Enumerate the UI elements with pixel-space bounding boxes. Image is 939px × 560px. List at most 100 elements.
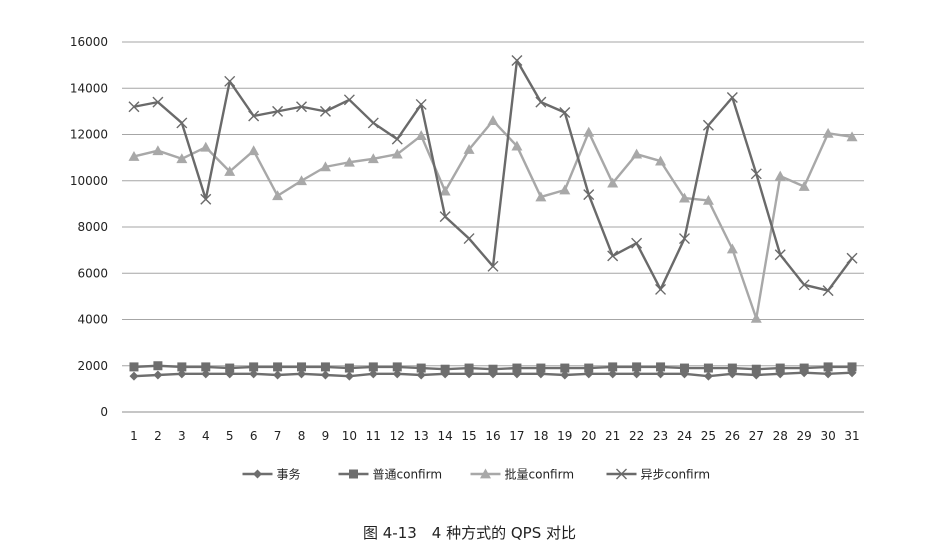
x-tick-label: 17: [509, 429, 524, 443]
data-point: [799, 363, 809, 373]
data-point: [248, 145, 260, 156]
x-tick-label: 25: [701, 429, 716, 443]
data-point: [464, 363, 474, 373]
data-point: [512, 363, 522, 373]
data-point: [344, 363, 354, 373]
y-tick-label: 6000: [77, 266, 108, 280]
data-point: [487, 260, 499, 272]
data-point: [152, 96, 164, 108]
data-point: [726, 92, 738, 103]
data-point: [440, 364, 450, 374]
data-point: [846, 131, 858, 142]
data-point: [655, 155, 667, 166]
data-point: [607, 177, 619, 188]
data-point: [655, 283, 667, 295]
data-point: [201, 362, 211, 372]
data-point: [177, 362, 187, 372]
series-4: [128, 55, 858, 297]
x-tick-label: 10: [342, 429, 357, 443]
x-tick-label: 6: [250, 429, 258, 443]
data-point: [129, 362, 139, 372]
data-point: [343, 94, 355, 106]
data-point: [584, 363, 594, 373]
data-point: [822, 285, 834, 297]
data-point: [272, 190, 284, 201]
legend-marker: [480, 468, 491, 479]
legend-item-3: 批量confirm: [470, 467, 575, 482]
data-point: [631, 148, 643, 159]
legend-item-2: 普通confirm: [338, 468, 442, 482]
data-point: [128, 150, 140, 161]
legend-label: 异步confirm: [641, 468, 711, 482]
data-point: [536, 363, 546, 373]
data-point: [632, 362, 642, 372]
y-tick-label: 0: [100, 405, 108, 419]
x-tick-label: 1: [130, 429, 138, 443]
legend-marker: [253, 469, 262, 479]
data-point: [249, 369, 259, 379]
data-point: [560, 363, 570, 373]
figure-caption: 图 4-13 4 种方式的 QPS 对比: [362, 524, 577, 542]
data-point: [703, 363, 713, 373]
x-tick-label: 18: [533, 429, 548, 443]
data-point: [487, 115, 499, 126]
data-point: [583, 189, 595, 201]
data-point: [632, 369, 642, 379]
data-point: [775, 363, 785, 373]
data-point: [368, 362, 378, 372]
series-3: [128, 115, 858, 323]
data-point: [631, 237, 643, 249]
y-tick-label: 14000: [70, 81, 108, 95]
data-point: [488, 364, 498, 374]
data-point: [511, 140, 523, 151]
data-point: [751, 364, 761, 374]
data-point: [823, 362, 833, 372]
data-point: [559, 107, 571, 119]
data-point: [559, 184, 571, 195]
grid-lines: [122, 41, 864, 413]
x-tick-label: 22: [629, 429, 644, 443]
data-point: [200, 141, 212, 152]
data-point: [847, 362, 857, 372]
data-point: [774, 249, 786, 261]
x-tick-label: 5: [226, 429, 234, 443]
data-point: [416, 363, 426, 373]
data-point: [249, 362, 259, 372]
data-point: [439, 211, 451, 223]
legend: 事务 普通confirm 批量confirm 异步confirm: [242, 467, 711, 482]
x-tick-label: 19: [557, 429, 572, 443]
x-tick-label: 20: [581, 429, 596, 443]
data-point: [273, 362, 283, 372]
legend-marker: [349, 469, 358, 479]
legend-label: 事务: [277, 467, 301, 482]
legend-label: 批量confirm: [505, 467, 575, 482]
data-point: [415, 130, 427, 141]
data-point: [128, 101, 140, 113]
data-point: [822, 127, 834, 138]
data-point: [750, 312, 762, 323]
data-point: [703, 371, 713, 381]
data-point: [608, 362, 618, 372]
legend-marker: [616, 468, 627, 480]
x-tick-label: 30: [820, 429, 835, 443]
data-point: [463, 233, 475, 245]
data-point: [391, 133, 403, 145]
data-point: [656, 369, 666, 379]
data-point: [678, 233, 690, 245]
data-point: [702, 194, 714, 205]
x-tick-label: 16: [485, 429, 500, 443]
data-point: [416, 370, 426, 380]
x-tick-label: 23: [653, 429, 668, 443]
data-point: [702, 119, 714, 131]
legend-item-1: 事务: [242, 467, 301, 482]
series-2: [129, 361, 857, 374]
x-tick-label: 8: [298, 429, 306, 443]
data-point: [608, 369, 618, 379]
data-point: [392, 362, 402, 372]
data-point: [798, 279, 810, 291]
data-point: [224, 166, 236, 176]
data-point: [320, 370, 330, 380]
data-point: [678, 192, 690, 203]
data-point: [248, 110, 260, 122]
